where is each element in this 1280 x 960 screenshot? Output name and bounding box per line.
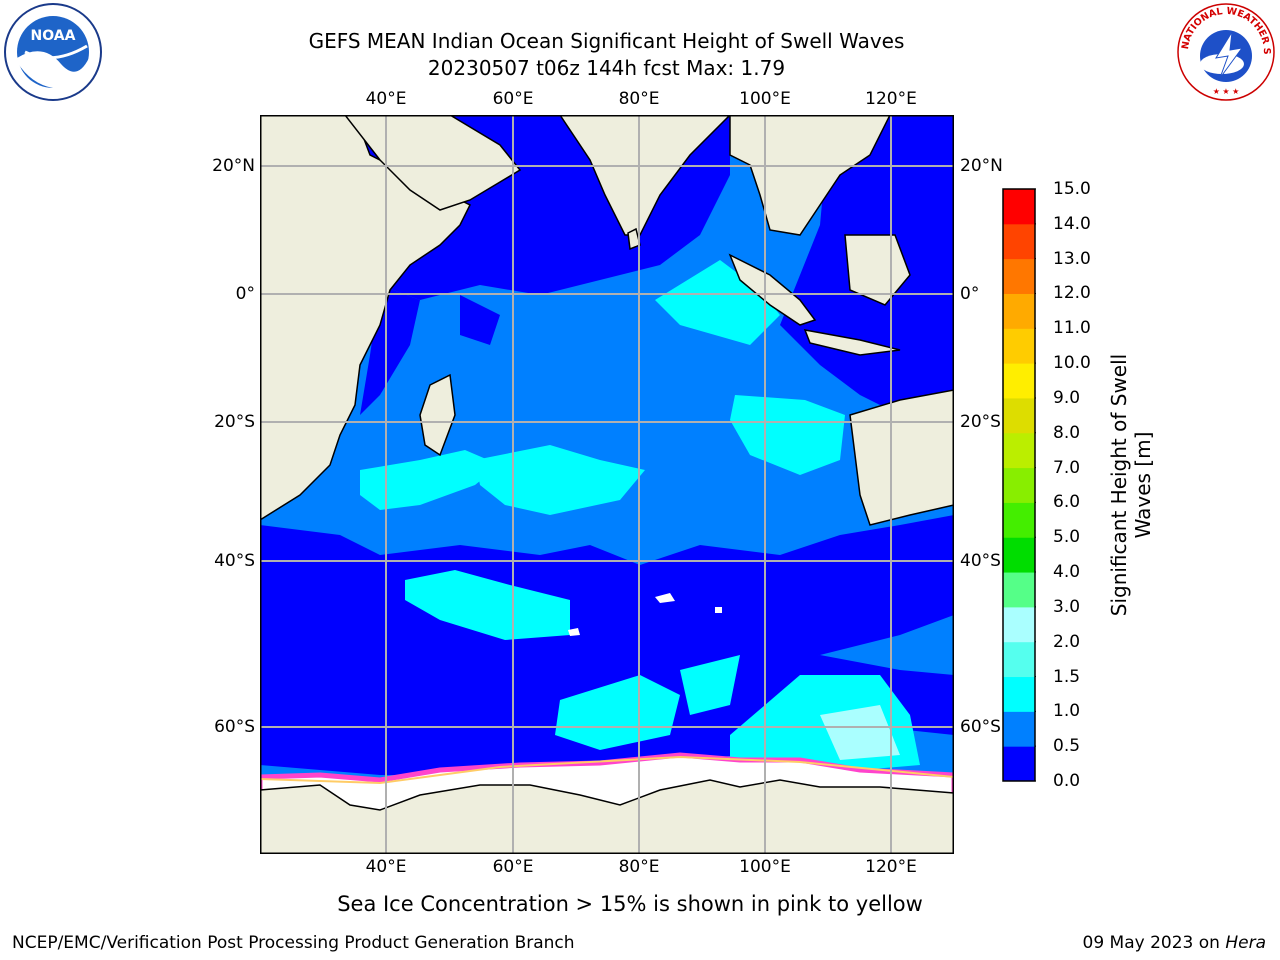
madagascar xyxy=(419,373,456,457)
lon-label-bottom-120e: 120°E xyxy=(865,857,917,877)
footer-machine: Hera xyxy=(1225,933,1266,953)
colorbar-tick-label: 1.5 xyxy=(1053,666,1081,687)
colorbar-segment xyxy=(1003,467,1035,503)
chart-subtitle: 20230507 t06z 144h fcst Max: 1.79 xyxy=(427,56,786,80)
colorbar xyxy=(1002,188,1036,782)
colorbar-tick-label: 9.0 xyxy=(1053,387,1081,408)
colorbar-segments xyxy=(1003,189,1035,782)
colorbar-segment xyxy=(1003,572,1035,608)
small-islands xyxy=(568,593,722,636)
colorbar-tick-label: 0.5 xyxy=(1053,736,1081,757)
colorbar-tick-label: 2.0 xyxy=(1053,631,1081,652)
colorbar-segment xyxy=(1003,711,1035,747)
colorbar-segment xyxy=(1003,502,1035,538)
java xyxy=(803,329,901,356)
colorbar-tick-label: 5.0 xyxy=(1053,527,1081,548)
sumatra xyxy=(728,253,817,326)
lon-label-top-100e: 100°E xyxy=(739,89,791,109)
land-masses xyxy=(260,115,954,854)
southeast-asia xyxy=(729,115,891,236)
lat-label-right-40s: 40°S xyxy=(960,551,1001,571)
lat-label-left-0: 0° xyxy=(235,284,255,304)
swell-height-map xyxy=(260,115,954,854)
noaa-logo: NOAA xyxy=(4,3,102,101)
colorbar-tick-label: 0.0 xyxy=(1053,771,1081,791)
svg-text:★ ★ ★: ★ ★ ★ xyxy=(1213,87,1240,96)
colorbar-tick-label: 15.0 xyxy=(1053,179,1091,199)
nws-logo: NATIONAL WEATHER SERVICE ★ ★ ★ xyxy=(1176,2,1275,101)
colorbar-tick-label: 1.0 xyxy=(1053,701,1081,722)
lat-label-right-60s: 60°S xyxy=(960,717,1001,737)
sea-ice-footnote: Sea Ice Concentration > 15% is shown in … xyxy=(337,892,923,916)
colorbar-tick-label: 3.0 xyxy=(1053,596,1081,617)
lon-label-top-60e: 60°E xyxy=(492,89,534,109)
lon-label-bottom-40e: 40°E xyxy=(365,857,407,877)
colorbar-segment xyxy=(1003,189,1035,225)
lon-label-top-40e: 40°E xyxy=(365,89,407,109)
lat-label-left-20s: 20°S xyxy=(214,412,255,432)
arabia xyxy=(344,115,522,211)
lat-label-left-20n: 20°N xyxy=(212,156,255,176)
colorbar-tick-label: 10.0 xyxy=(1053,353,1091,374)
colorbar-tick-label: 12.0 xyxy=(1053,283,1091,304)
colorbar-segment xyxy=(1003,676,1035,712)
footer-date-text: 09 May 2023 on xyxy=(1082,933,1226,953)
colorbar-tick-label: 7.0 xyxy=(1053,457,1081,478)
lat-label-right-0: 0° xyxy=(960,284,980,304)
colorbar-segment xyxy=(1003,537,1035,573)
borneo xyxy=(844,234,911,306)
lon-label-bottom-60e: 60°E xyxy=(492,857,534,877)
colorbar-segment xyxy=(1003,432,1035,469)
lon-label-top-120e: 120°E xyxy=(865,89,917,109)
footer-date: 09 May 2023 on Hera xyxy=(1083,932,1267,954)
lat-label-right-20n: 20°N xyxy=(960,156,1003,176)
lat-label-right-20s: 20°S xyxy=(960,412,1001,432)
lat-label-left-60s: 60°S xyxy=(214,717,255,737)
map-gridlines xyxy=(260,115,954,854)
colorbar-tick-label: 13.0 xyxy=(1053,248,1091,269)
noaa-logo-text: NOAA xyxy=(31,28,76,44)
lon-label-bottom-80e: 80°E xyxy=(618,857,660,877)
colorbar-title: Significant Height of Swell Waves [m] xyxy=(1107,353,1155,617)
antarctica xyxy=(260,779,954,854)
colorbar-segment xyxy=(1003,363,1035,399)
colorbar-tick-label: 14.0 xyxy=(1053,213,1091,234)
colorbar-segment xyxy=(1003,746,1035,782)
lat-label-left-40s: 40°S xyxy=(214,551,255,571)
colorbar-tick-label: 8.0 xyxy=(1053,422,1081,443)
lon-label-bottom-100e: 100°E xyxy=(739,857,791,877)
map-frame xyxy=(260,115,954,854)
colorbar-tick-label: 4.0 xyxy=(1053,562,1081,583)
australia xyxy=(849,389,954,526)
colorbar-segment xyxy=(1003,293,1035,329)
colorbar-segment xyxy=(1003,258,1035,294)
colorbar-segment xyxy=(1003,328,1035,364)
footer-credit: NCEP/EMC/Verification Post Processing Pr… xyxy=(12,933,575,953)
chart-title: GEFS MEAN Indian Ocean Significant Heigh… xyxy=(308,29,905,53)
colorbar-tick-label: 6.0 xyxy=(1053,492,1081,513)
swell-band-high xyxy=(360,260,920,770)
colorbar-segment xyxy=(1003,606,1035,643)
colorbar-tick-label: 11.0 xyxy=(1053,318,1091,339)
colorbar-segment xyxy=(1003,223,1035,260)
lon-label-top-80e: 80°E xyxy=(618,89,660,109)
colorbar-segment xyxy=(1003,397,1035,434)
colorbar-segment xyxy=(1003,641,1035,678)
sea-ice-edge xyxy=(260,755,954,785)
